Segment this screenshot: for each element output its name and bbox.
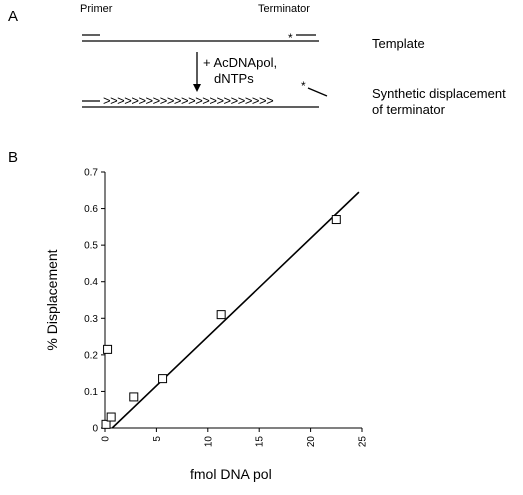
x-tick-label: 25 <box>358 436 369 448</box>
reaction-label-line1: + AcDNApol, <box>203 55 278 70</box>
x-axis-label: fmol DNA pol <box>190 466 272 482</box>
y-tick-label: 0.7 <box>84 168 98 179</box>
displaced-terminator <box>307 87 328 97</box>
synthesis-arrows: >>>>>>>>>>>>>>>>>>>>>>>> <box>103 93 274 108</box>
y-tick-label: 0.4 <box>84 277 98 288</box>
data-point <box>129 392 139 402</box>
data-point <box>216 310 226 320</box>
synthetic-label-line1: Synthetic displacement <box>372 86 506 101</box>
regression-line <box>111 191 360 429</box>
y-tick-label: 0.5 <box>84 241 98 252</box>
panel-a-label: A <box>8 8 19 25</box>
panel-a-schematic <box>82 34 328 108</box>
y-tick-label: 0.1 <box>84 387 98 398</box>
x-tick-label: 5 <box>152 436 163 442</box>
y-axis-label: % Displacement <box>44 249 60 351</box>
primer-label: Primer <box>80 3 113 15</box>
y-tick-label: 0.3 <box>84 314 98 325</box>
reaction-label-line2: dNTPs <box>214 71 254 86</box>
x-tick-label: 0 <box>101 436 112 442</box>
y-tick-label: 0.6 <box>84 204 98 215</box>
data-point <box>158 374 168 384</box>
panel-b-label: B <box>8 149 19 166</box>
y-tick-label: 0.2 <box>84 350 98 361</box>
data-point <box>103 344 113 354</box>
terminator-label: Terminator <box>258 3 310 15</box>
data-point <box>101 419 111 429</box>
x-tick-label: 15 <box>255 436 266 448</box>
displaced-star: * <box>301 79 306 93</box>
x-tick-label: 20 <box>306 436 317 448</box>
data-point <box>331 215 341 225</box>
x-tick-label: 10 <box>203 436 214 448</box>
panel-b-plot: 0 0.1 0.2 0.3 0.4 0.5 0.6 0.7 0 5 10 15 20 25 <box>84 168 368 448</box>
template-label: Template <box>372 36 425 51</box>
terminator-star: * <box>288 31 293 45</box>
data-point <box>106 412 116 422</box>
reaction-arrow-head <box>193 84 201 92</box>
y-tick-label: 0 <box>92 424 98 435</box>
synthetic-label-line2: of terminator <box>372 102 445 117</box>
